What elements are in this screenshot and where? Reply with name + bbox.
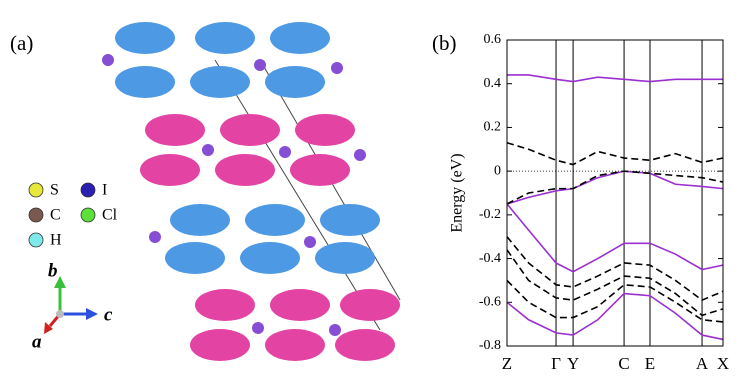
x-tick-label: X [717, 354, 729, 373]
orbital [315, 242, 375, 274]
atom [331, 62, 343, 74]
orbital [270, 22, 330, 54]
atom [149, 231, 161, 243]
x-tick-label: Y [567, 354, 579, 373]
orbital [190, 66, 250, 98]
orbital [335, 329, 395, 361]
orbital [115, 66, 175, 98]
atom [254, 59, 266, 71]
y-tick-label: 0.2 [484, 120, 502, 135]
x-tick-label: E [645, 354, 655, 373]
atom [202, 144, 214, 156]
legend-label: I [102, 182, 107, 199]
y-tick-label: -0.2 [479, 207, 501, 222]
x-tick-label: Z [502, 354, 512, 373]
origin [56, 310, 64, 318]
band [506, 141, 724, 166]
x-tick-label: A [696, 354, 709, 373]
panel-label: (a) [10, 31, 33, 55]
y-tick-label: -0.6 [479, 295, 501, 310]
band [507, 74, 723, 83]
axis-name: a [32, 331, 42, 352]
orbital [290, 154, 350, 186]
arrowhead [86, 308, 98, 320]
y-tick-label: 0.6 [484, 32, 502, 47]
x-tick-label: C [618, 354, 629, 373]
orbital [340, 289, 400, 321]
orbital [245, 204, 305, 236]
orbital [145, 114, 205, 146]
legend-swatch [28, 232, 44, 248]
orbital [320, 204, 380, 236]
axis-name: b [48, 260, 58, 281]
orbital [195, 22, 255, 54]
band [506, 292, 724, 341]
y-tick-label: 0 [494, 163, 501, 178]
band [506, 170, 724, 205]
y-tick-label: 0.4 [484, 76, 502, 91]
band [506, 203, 724, 273]
orbital [165, 242, 225, 274]
atom [252, 322, 264, 334]
axis-name: c [104, 304, 113, 325]
legend-label: S [50, 182, 59, 199]
arrowhead [54, 276, 66, 288]
legend-swatch [28, 182, 44, 198]
atom [279, 146, 291, 158]
legend-label: Cl [102, 207, 118, 224]
orbital [215, 154, 275, 186]
atom [102, 54, 114, 66]
x-tick-label: Γ [551, 354, 561, 373]
atom-legend: S I C Cl H [28, 182, 118, 249]
orbital [295, 114, 355, 146]
orbital [265, 329, 325, 361]
atom [304, 236, 316, 248]
plot-frame [506, 39, 724, 347]
crystal-illustration [102, 22, 401, 361]
arrowhead [44, 322, 53, 334]
orbital [140, 154, 200, 186]
atom [329, 324, 341, 336]
panel-b: (b) Energy (eV) -0.8 -0.6 -0.4 -0.2 0 0.2 0.4 0… [432, 31, 729, 373]
orbital [195, 289, 255, 321]
band [506, 170, 724, 205]
cell-edge [214, 59, 381, 331]
orbital [240, 242, 300, 274]
orbital [115, 22, 175, 54]
legend-label: C [50, 207, 61, 224]
band [506, 279, 724, 323]
orbital [220, 114, 280, 146]
panel-label: (b) [432, 31, 457, 55]
orbital [170, 204, 230, 236]
legend-swatch [28, 207, 44, 223]
band [506, 236, 724, 302]
orbital [265, 66, 325, 98]
orbital [270, 289, 330, 321]
y-axis-label: Energy (eV) [449, 153, 466, 232]
y-tick-label: -0.8 [479, 338, 501, 353]
y-tick-label: -0.4 [479, 251, 501, 266]
legend-swatch [80, 182, 96, 198]
legend-label: H [50, 232, 62, 249]
axes-indicator: b c a [32, 260, 113, 352]
orbital [190, 329, 250, 361]
atom [354, 149, 366, 161]
panel-a: (a) [10, 22, 401, 361]
band [506, 249, 724, 317]
legend-swatch [80, 207, 96, 223]
